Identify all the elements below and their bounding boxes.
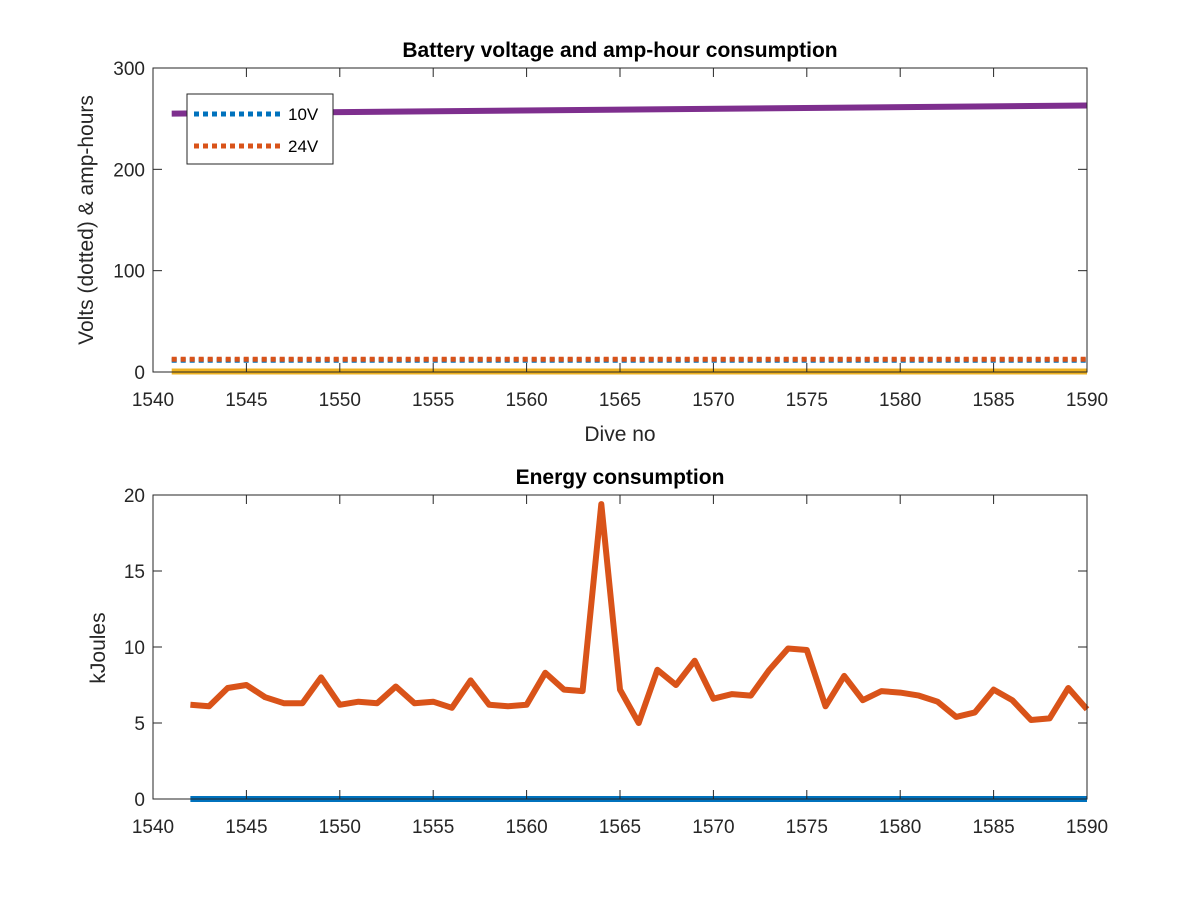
y-tick-label: 0	[134, 790, 145, 811]
x-tick-label: 1550	[319, 390, 361, 411]
x-tick-label: 1580	[879, 817, 921, 838]
x-tick-label: 1545	[225, 817, 267, 838]
plot-title: Energy consumption	[516, 466, 725, 489]
legend: 10V 24V	[186, 93, 334, 165]
x-tick-label: 1540	[132, 817, 174, 838]
x-tick-label: 1575	[786, 390, 828, 411]
y-tick-label: 15	[124, 562, 145, 583]
x-tick-label: 1550	[319, 817, 361, 838]
x-tick-label: 1565	[599, 817, 641, 838]
y-tick-label: 0	[134, 363, 145, 384]
x-tick-label: 1575	[786, 817, 828, 838]
voltage-amphour-plot: Battery voltage and amp-hour consumption…	[75, 39, 1108, 446]
x-tick-label: 1555	[412, 817, 454, 838]
x-tick-label: 1560	[505, 390, 547, 411]
y-tick-label: 5	[134, 714, 145, 735]
x-tick-label: 1560	[505, 817, 547, 838]
legend-box	[186, 93, 334, 165]
x-tick-label: 1570	[692, 390, 734, 411]
x-tick-label: 1585	[972, 817, 1014, 838]
legend-label-24v: 24V	[288, 137, 319, 156]
x-tick-label: 1580	[879, 390, 921, 411]
x-tick-label: 1540	[132, 390, 174, 411]
y-axis-label: kJoules	[87, 612, 110, 683]
y-tick-label: 300	[113, 59, 145, 80]
x-tick-label: 1570	[692, 817, 734, 838]
legend-label-10v: 10V	[288, 105, 319, 124]
y-tick-label: 200	[113, 160, 145, 181]
y-tick-label: 100	[113, 262, 145, 283]
x-axis-label: Dive no	[584, 423, 655, 446]
x-tick-label: 1585	[972, 390, 1014, 411]
x-tick-label: 1545	[225, 390, 267, 411]
plot-title: Battery voltage and amp-hour consumption	[402, 39, 837, 62]
x-tick-label: 1555	[412, 390, 454, 411]
x-tick-label: 1565	[599, 390, 641, 411]
series-line-2	[190, 501, 1090, 726]
x-tick-label: 1590	[1066, 390, 1108, 411]
plot-frame	[152, 494, 1088, 800]
y-tick-label: 20	[124, 486, 145, 507]
y-axis-label: Volts (dotted) & amp-hours	[75, 95, 98, 345]
energy-plot: Energy consumption kJoules 1540 1545 1550 1…	[87, 466, 1108, 838]
x-tick-label: 1590	[1066, 817, 1108, 838]
y-tick-label: 10	[124, 638, 145, 659]
